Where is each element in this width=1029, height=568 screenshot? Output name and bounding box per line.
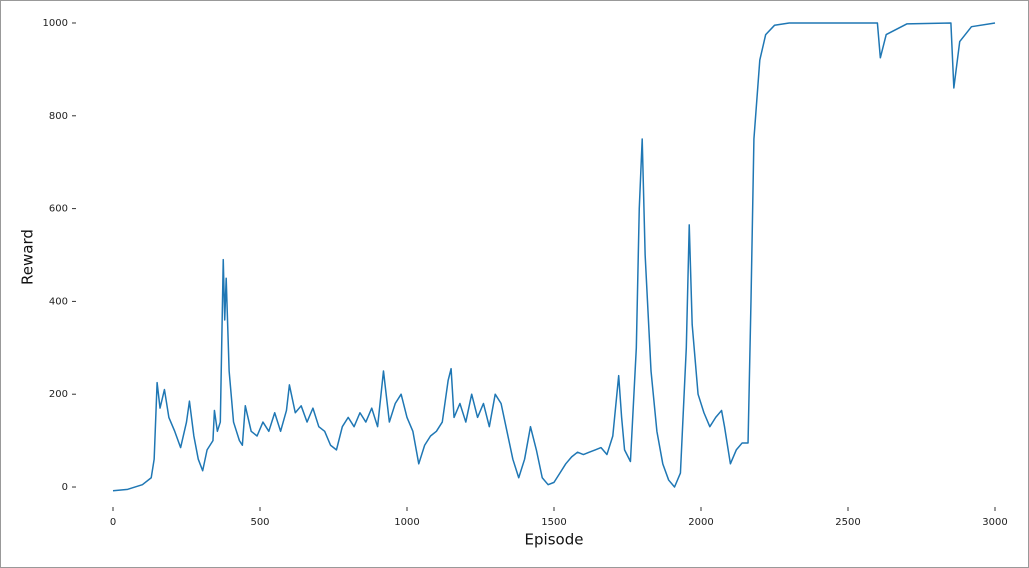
x-tick-label: 1500 (541, 517, 566, 528)
x-tick-label: 3000 (982, 517, 1007, 528)
y-tick-label: 600 (49, 204, 68, 215)
y-tick-label: 0 (62, 482, 68, 493)
x-tick-label: 2500 (835, 517, 860, 528)
x-tick-label: 2000 (688, 517, 713, 528)
line (112, 22, 996, 492)
y-tick-label: 200 (49, 389, 68, 400)
x-tick-label: 500 (250, 517, 269, 528)
x-axis-label: Episode (525, 531, 584, 549)
y-tick-label: 1000 (43, 18, 68, 29)
y-tick-label: 800 (49, 111, 68, 122)
y-tick-label: 400 (49, 296, 68, 307)
x-tick-label: 0 (110, 517, 116, 528)
x-tick-label: 1000 (394, 517, 419, 528)
y-axis-label: Reward (19, 229, 37, 285)
